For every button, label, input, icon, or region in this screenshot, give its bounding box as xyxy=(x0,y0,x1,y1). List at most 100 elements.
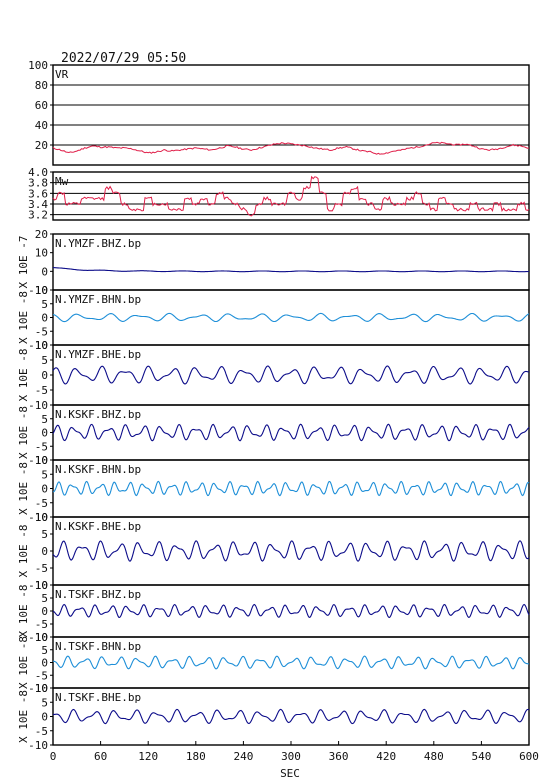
y-tick-label: 5 xyxy=(41,592,48,605)
panel-6: 50-5-10 N.KSKF.BHZ.bp X 10E -8 xyxy=(17,404,530,467)
y-tick-label: 20 xyxy=(35,228,48,241)
y-tick-label: 10 xyxy=(35,247,48,260)
y-tick-label: -10 xyxy=(28,631,48,644)
y-tick-label: 0 xyxy=(41,312,48,325)
x-tick-label: 300 xyxy=(281,750,301,763)
y-tick-label: -5 xyxy=(35,384,48,397)
x-tick-label: 180 xyxy=(186,750,206,763)
waveform-line xyxy=(52,655,530,670)
waveform-line xyxy=(52,540,530,562)
panel-title: N.TSKF.BHE.bp xyxy=(55,691,141,704)
y-tick-label: 5 xyxy=(41,644,48,657)
y-tick-label: -10 xyxy=(28,682,48,695)
x-tick-label: 480 xyxy=(424,750,444,763)
x-tick-label: 600 xyxy=(519,750,539,763)
y-tick-label: 5 xyxy=(41,468,48,481)
y-tick-label: 3.2 xyxy=(28,209,48,222)
y-tick-label: -10 xyxy=(28,284,48,297)
y-tick-label: -10 xyxy=(28,339,48,352)
y-tick-label: 0 xyxy=(41,605,48,618)
panel-title: N.YMZF.BHE.bp xyxy=(55,348,141,361)
x-tick-label: 420 xyxy=(376,750,396,763)
y-tick-label: 20 xyxy=(35,139,48,152)
y-unit-label: X 10E -8 xyxy=(17,690,30,743)
y-tick-label: 10 xyxy=(35,631,48,644)
y-tick-label: -10 xyxy=(28,511,48,524)
x-tick-label: 120 xyxy=(138,750,158,763)
y-tick-label: -10 xyxy=(28,739,48,752)
y-unit-label: X 10E -8 xyxy=(17,349,30,402)
x-tick-label: 60 xyxy=(94,750,107,763)
y-tick-label: 5 xyxy=(41,528,48,541)
y-tick-label: 0 xyxy=(41,427,48,440)
y-unit-label: X 10E -8 xyxy=(17,406,30,459)
y-tick-label: 0 xyxy=(41,483,48,496)
series-line xyxy=(52,175,530,217)
y-tick-label: 10 xyxy=(35,511,48,524)
y-tick-label: -5 xyxy=(35,440,48,453)
y-tick-label: 0 xyxy=(41,711,48,724)
y-tick-label: -10 xyxy=(28,454,48,467)
panel-title: N.TSKF.BHN.bp xyxy=(55,640,141,653)
y-tick-label: 5 xyxy=(41,298,48,311)
y-tick-label: 80 xyxy=(35,79,48,92)
panel-frame xyxy=(52,171,530,221)
y-unit-label: X 10E -8 xyxy=(17,585,30,638)
y-tick-label: 5 xyxy=(41,354,48,367)
y-tick-label: 4.0 xyxy=(28,166,48,179)
panel-8: 10 5 0 -5 -10 N.KSKF.BHE.bp X 10E -8 xyxy=(17,511,530,592)
waveform-line xyxy=(53,267,529,273)
y-tick-label: 10 xyxy=(35,579,48,592)
y-tick-label: -5 xyxy=(35,562,48,575)
y-tick-label: 60 xyxy=(35,99,48,112)
y-unit-label: X 10E -7 xyxy=(17,236,30,289)
x-axis: 0 60 120 180 240 300 360 420 480 540 600 xyxy=(50,741,539,763)
y-tick-label: 10 xyxy=(35,284,48,297)
y-tick-label: 10 xyxy=(35,454,48,467)
waveform-line xyxy=(52,423,530,442)
y-tick-label: 0 xyxy=(41,369,48,382)
y-tick-label: 40 xyxy=(35,119,48,132)
series-line xyxy=(52,141,530,155)
y-tick-label: 3.4 xyxy=(28,198,48,211)
waveform-line xyxy=(52,708,530,725)
panel-1: 100 80 60 40 20 VR xyxy=(28,59,530,166)
y-tick-label: 3.6 xyxy=(28,187,48,200)
waveform-line xyxy=(52,603,530,619)
x-tick-label: 0 xyxy=(50,750,57,763)
y-unit-label: X 10E -8 xyxy=(17,525,30,578)
y-tick-label: 100 xyxy=(28,59,48,72)
x-tick-label: 360 xyxy=(329,750,349,763)
panel-title: N.YMZF.BHZ.bp xyxy=(55,237,141,250)
panel-title: N.KSKF.BHZ.bp xyxy=(55,408,141,421)
panels-group: 10080604020VR4.03.83.63.43.2Mw20100-10N.… xyxy=(17,59,530,752)
y-tick-label: 10 xyxy=(35,339,48,352)
panel-3: 20 10 0 -10 N.YMZF.BHZ.bp X 10E -7 xyxy=(17,228,530,297)
panel-title: VR xyxy=(55,68,69,81)
panel-title: N.KSKF.BHN.bp xyxy=(55,463,141,476)
y-tick-label: 10 xyxy=(35,682,48,695)
y-tick-label: -5 xyxy=(35,325,48,338)
x-tick-label: 540 xyxy=(471,750,491,763)
y-tick-label: -5 xyxy=(35,725,48,738)
y-unit-label: X 10E -8 xyxy=(17,462,30,515)
panel-title: Mw xyxy=(55,175,69,188)
y-tick-label: 5 xyxy=(41,413,48,426)
panel-title: N.KSKF.BHE.bp xyxy=(55,520,141,533)
panel-frame xyxy=(52,64,530,166)
y-unit-label: X 10E -8 xyxy=(17,636,30,689)
panel-title: N.YMZF.BHN.bp xyxy=(55,293,141,306)
y-tick-label: 3.8 xyxy=(28,177,48,190)
y-tick-label: 0 xyxy=(41,545,48,558)
panel-2: 4.03.83.63.43.2 Mw xyxy=(28,166,530,222)
y-tick-label: -5 xyxy=(35,618,48,631)
y-tick-label: -5 xyxy=(35,669,48,682)
y-unit-label: X 10E -8 xyxy=(17,291,30,344)
y-tick-label: -10 xyxy=(28,399,48,412)
